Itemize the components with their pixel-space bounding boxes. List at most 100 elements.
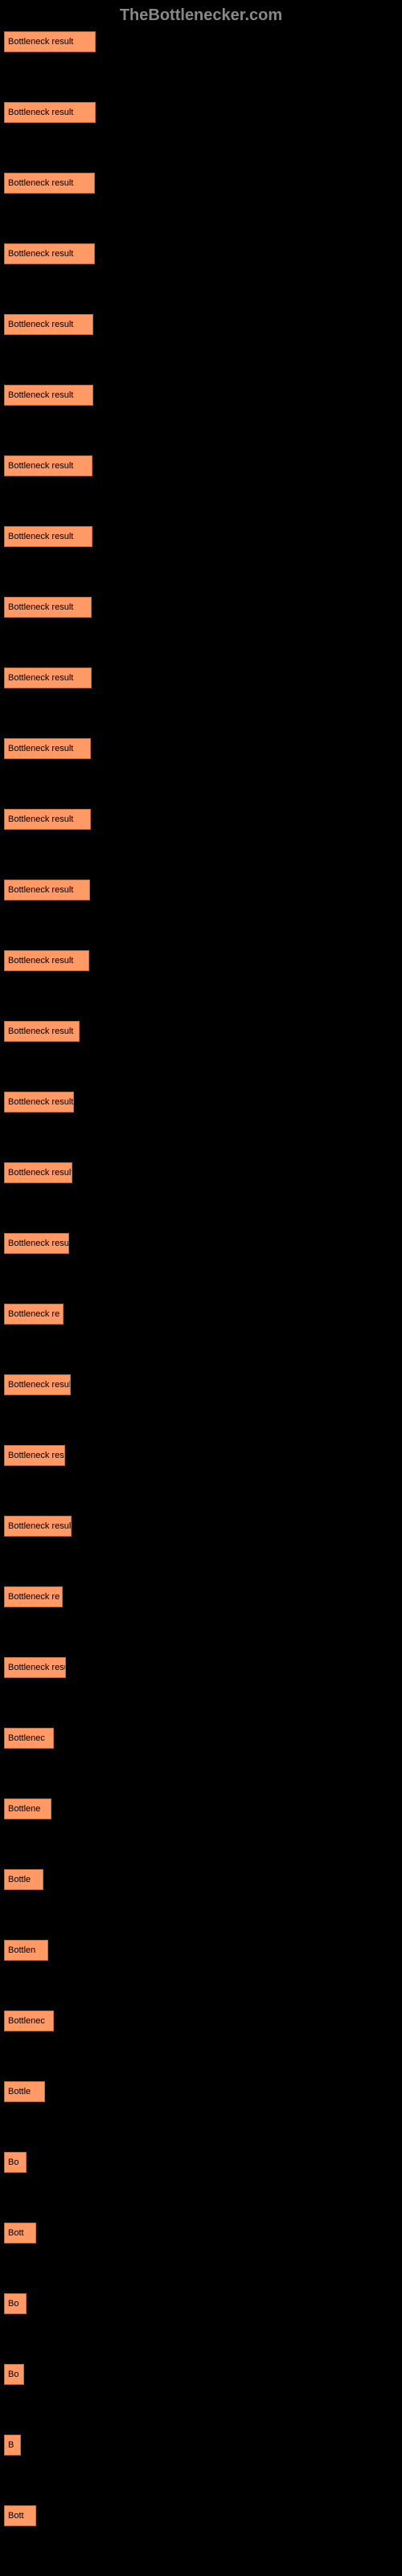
- bar-label: Bottleneck result: [8, 1521, 72, 1531]
- bar-row: Bottleneck re: [4, 1586, 398, 1607]
- bar-row: Bo: [4, 2364, 398, 2385]
- bar-label: Bottleneck result: [8, 1380, 71, 1390]
- chart-bar: Bottleneck resu: [4, 1657, 66, 1678]
- chart-container: Bottleneck result Bottleneck result Bottle…: [0, 31, 402, 2526]
- bar-row: Bottleneck result: [4, 1021, 398, 1042]
- bar-row: Bottleneck result: [4, 667, 398, 688]
- bar-label: Bott: [8, 2228, 24, 2238]
- bar-label: Bottleneck re: [8, 1309, 59, 1319]
- bar-row: Bottleneck result: [4, 1516, 398, 1537]
- bar-row: Bottleneck result: [4, 1092, 398, 1112]
- bar-label: Bottleneck result: [8, 602, 73, 612]
- bar-label: Bottleneck re: [8, 1592, 59, 1602]
- chart-bar: Bottleneck re: [4, 1304, 64, 1325]
- chart-bar: Bottle: [4, 2081, 45, 2102]
- bar-label: Bottleneck result: [8, 744, 73, 753]
- chart-bar: Bo: [4, 2293, 27, 2314]
- chart-bar: Bottle: [4, 1869, 43, 1890]
- chart-bar: Bottleneck result: [4, 1374, 71, 1395]
- chart-bar: Bottleneck result: [4, 1233, 69, 1254]
- bar-row: Bottlenec: [4, 1728, 398, 1749]
- bar-label: Bottleneck result: [8, 461, 73, 471]
- bar-row: Bottle: [4, 1869, 398, 1890]
- bar-label: Bottleneck result: [8, 1168, 72, 1178]
- bar-label: Bottleneck result: [8, 108, 73, 117]
- bar-row: Bottleneck result: [4, 31, 398, 52]
- bar-label: Bottleneck resu: [8, 1663, 66, 1672]
- chart-bar: Bottleneck result: [4, 385, 93, 406]
- chart-bar: Bottlenec: [4, 2011, 54, 2031]
- bar-row: Bottleneck result: [4, 809, 398, 830]
- bar-label: Bottleneck result: [8, 956, 73, 965]
- bar-row: Bottleneck result: [4, 1374, 398, 1395]
- bar-label: Bott: [8, 2511, 24, 2521]
- bar-label: Bo: [8, 2370, 18, 2379]
- bar-row: Bott: [4, 2223, 398, 2243]
- chart-bar: Bottleneck result: [4, 1092, 74, 1112]
- bar-label: Bottleneck result: [8, 320, 73, 329]
- bar-row: Bottleneck resu: [4, 1657, 398, 1678]
- bar-label: Bottleneck result: [8, 1239, 69, 1248]
- bar-label: Bottleneck result: [8, 532, 73, 541]
- bar-row: Bottleneck result: [4, 455, 398, 476]
- bar-label: Bottleneck result: [8, 249, 73, 259]
- bar-row: Bottlene: [4, 1798, 398, 1819]
- chart-bar: Bottlene: [4, 1798, 51, 1819]
- bar-label: Bottlenec: [8, 1733, 45, 1743]
- chart-bar: Bottleneck result: [4, 526, 92, 547]
- bar-row: Bott: [4, 2505, 398, 2526]
- bar-row: Bottleneck result: [4, 880, 398, 900]
- bar-row: Bottlen: [4, 1940, 398, 1961]
- chart-bar: Bottleneck result: [4, 1021, 80, 1042]
- header-logo: TheBottlenecker.com: [0, 0, 402, 31]
- bar-row: Bottle: [4, 2081, 398, 2102]
- bar-row: Bottleneck result: [4, 1162, 398, 1183]
- bar-label: Bottleneck resu: [8, 1451, 65, 1460]
- chart-bar: Bottleneck re: [4, 1586, 63, 1607]
- chart-bar: Bottleneck result: [4, 102, 96, 123]
- bar-label: Bottleneck result: [8, 178, 73, 188]
- bar-row: Bottleneck result: [4, 597, 398, 618]
- bar-label: B: [8, 2440, 14, 2450]
- bar-row: Bottleneck result: [4, 1233, 398, 1254]
- bar-label: Bottleneck result: [8, 885, 73, 895]
- chart-bar: Bottleneck result: [4, 314, 93, 335]
- bar-row: Bottlenec: [4, 2011, 398, 2031]
- chart-bar: Bott: [4, 2223, 36, 2243]
- bar-row: Bottleneck result: [4, 314, 398, 335]
- bar-label: Bo: [8, 2158, 18, 2167]
- bar-label: Bottlenec: [8, 2016, 45, 2026]
- chart-bar: Bottleneck result: [4, 1516, 72, 1537]
- chart-bar: Bottlenec: [4, 1728, 54, 1749]
- chart-bar: Bottleneck result: [4, 31, 96, 52]
- chart-bar: Bottleneck result: [4, 455, 92, 476]
- chart-bar: Bottleneck result: [4, 738, 91, 759]
- bar-label: Bottleneck result: [8, 673, 73, 683]
- bar-label: Bottleneck result: [8, 1097, 73, 1107]
- chart-bar: B: [4, 2435, 21, 2456]
- chart-bar: Bottleneck result: [4, 243, 95, 264]
- bar-row: Bottleneck result: [4, 173, 398, 194]
- bar-label: Bottleneck result: [8, 1027, 73, 1036]
- bar-row: Bottleneck result: [4, 385, 398, 406]
- bar-label: Bottle: [8, 2087, 31, 2096]
- bar-row: Bottleneck result: [4, 243, 398, 264]
- chart-bar: Bottleneck result: [4, 667, 92, 688]
- bar-label: Bottle: [8, 1875, 31, 1884]
- chart-bar: Bottleneck resu: [4, 1445, 65, 1466]
- bar-row: Bo: [4, 2152, 398, 2173]
- bar-label: Bottlene: [8, 1804, 40, 1814]
- chart-bar: Bottleneck result: [4, 1162, 72, 1183]
- bar-label: Bottleneck result: [8, 814, 73, 824]
- bar-label: Bottleneck result: [8, 390, 73, 400]
- chart-bar: Bo: [4, 2152, 27, 2173]
- bar-label: Bottleneck result: [8, 37, 73, 47]
- chart-bar: Bottleneck result: [4, 809, 91, 830]
- chart-bar: Bottleneck result: [4, 597, 92, 618]
- bar-row: Bottleneck result: [4, 102, 398, 123]
- chart-bar: Bott: [4, 2505, 36, 2526]
- bar-row: Bo: [4, 2293, 398, 2314]
- bar-row: B: [4, 2435, 398, 2456]
- bar-label: Bottlen: [8, 1945, 35, 1955]
- bar-label: Bo: [8, 2299, 18, 2309]
